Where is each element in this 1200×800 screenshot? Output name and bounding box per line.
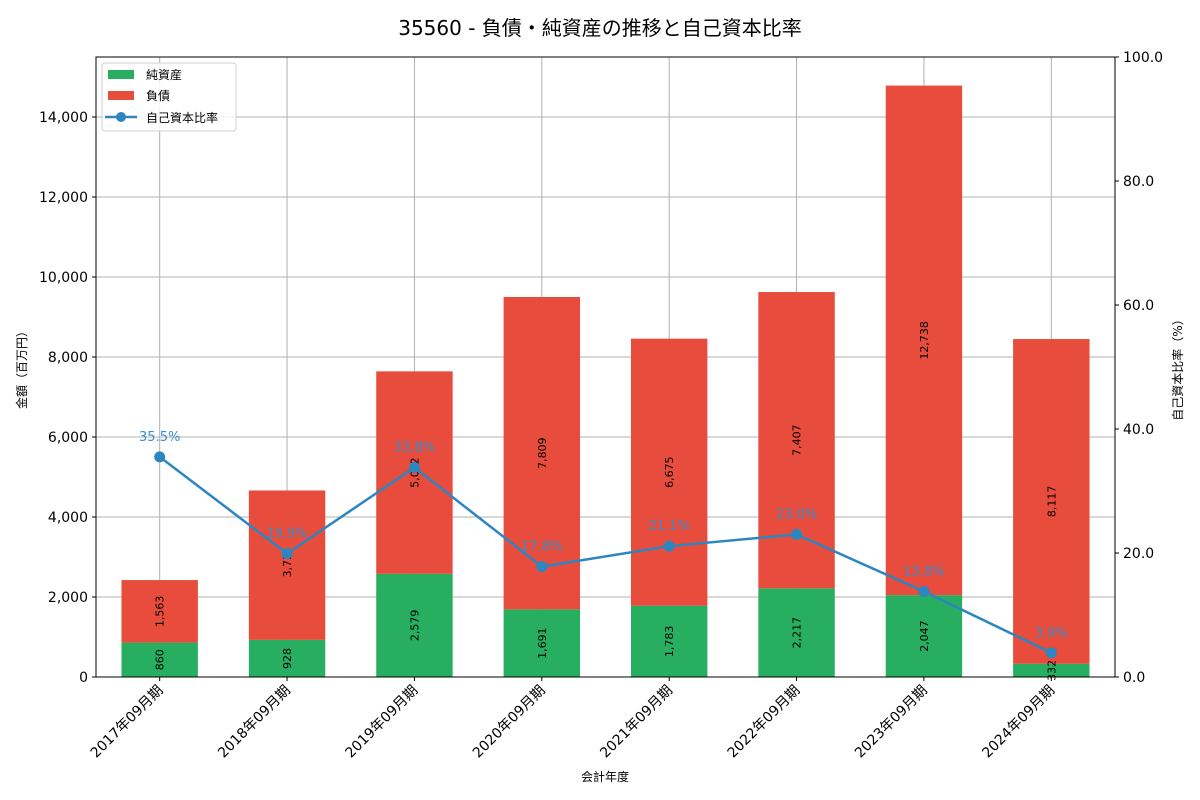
left-y-axis: 0 2,000 4,000 6,000 8,000 10,000 12,000 14,000 xyxy=(39,110,96,686)
liability-value-label: 6,675 xyxy=(663,456,676,488)
equity-value-label: 2,217 xyxy=(791,617,804,649)
y-tick-label: 6,000 xyxy=(48,430,88,446)
liability-value-label: 1,563 xyxy=(154,596,167,628)
equity-value-label: 1,691 xyxy=(536,627,549,659)
ratio-marker xyxy=(918,585,930,597)
ratio-marker xyxy=(536,561,548,573)
ratio-marker xyxy=(154,451,166,463)
bar-equity xyxy=(885,595,963,677)
x-tick-label: 2023年09月期 xyxy=(852,683,931,762)
left-y-axis-label: 金額（百万円） xyxy=(14,325,29,409)
legend-label-equity: 純資産 xyxy=(146,67,182,82)
x-tick-label: 2018年09月期 xyxy=(215,683,294,762)
x-tick-label: 2019年09月期 xyxy=(342,683,421,762)
y2-tick-label: 80.0 xyxy=(1123,174,1154,190)
ratio-marker xyxy=(281,548,293,560)
bar-liabilities xyxy=(121,580,198,643)
liability-value-label: 3,73 xyxy=(281,553,294,578)
ratio-marker xyxy=(1045,647,1057,659)
bar-series xyxy=(121,85,1090,677)
x-tick-label: 2021年09月期 xyxy=(597,683,676,762)
x-axis-label: 会計年度 xyxy=(581,769,629,784)
y2-tick-label: 40.0 xyxy=(1123,422,1154,438)
chart-title: 35560 - 負債・純資産の推移と自己資本比率 xyxy=(398,16,802,40)
equity-value-label: 860 xyxy=(154,649,167,670)
bar-equity xyxy=(1013,663,1090,677)
y-tick-label: 10,000 xyxy=(39,270,88,286)
x-tick-label: 2024年09月期 xyxy=(979,683,1058,762)
legend-marker-ratio xyxy=(116,112,126,122)
bar-liabilities xyxy=(248,490,326,640)
bar-equity xyxy=(248,639,326,677)
bar-liabilities xyxy=(630,338,708,606)
y2-tick-label: 0.0 xyxy=(1123,670,1145,686)
liability-value-label: 12,738 xyxy=(918,321,931,360)
ratio-value-label: 17.8% xyxy=(521,540,562,555)
ratio-value-label: 19.9% xyxy=(266,527,307,542)
equity-value-label: 332 xyxy=(1045,660,1058,681)
bar-liabilities xyxy=(1013,339,1090,664)
y-tick-label: 14,000 xyxy=(39,110,88,126)
right-y-axis: 0.0 20.0 40.0 60.0 80.0 100.0 xyxy=(1115,50,1163,686)
x-tick-label: 2020年09月期 xyxy=(470,683,549,762)
y-tick-label: 0 xyxy=(79,670,88,686)
ratio-marker xyxy=(791,528,803,540)
ratio-marker xyxy=(408,461,420,473)
liability-value-label: 8,117 xyxy=(1045,486,1058,518)
legend-label-liabilities: 負債 xyxy=(146,88,170,103)
legend-label-ratio: 自己資本比率 xyxy=(146,110,218,125)
bar-equity xyxy=(503,609,581,677)
bar-liabilities xyxy=(885,85,963,596)
ratio-value-label: 21.1% xyxy=(649,519,690,534)
y-tick-label: 2,000 xyxy=(48,590,88,606)
bar-equity xyxy=(758,588,835,677)
equity-value-label: 2,047 xyxy=(918,620,931,652)
ratio-value-label: 35.5% xyxy=(139,430,180,445)
bar-equity xyxy=(121,642,198,677)
x-axis: 2017年09月期 2018年09月期 2019年09月期 2020年09月期 2021… xyxy=(88,677,1058,761)
ratio-value-label: 3.9% xyxy=(1035,626,1068,641)
x-tick-label: 2017年09月期 xyxy=(88,683,167,762)
y-tick-label: 8,000 xyxy=(48,350,88,366)
bar-equity xyxy=(630,605,708,677)
y2-tick-label: 60.0 xyxy=(1123,298,1154,314)
ratio-value-label: 23.0% xyxy=(776,507,817,522)
equity-value-label: 928 xyxy=(281,648,294,669)
bar-liabilities xyxy=(503,297,581,610)
ratio-value-label: 13.8% xyxy=(903,564,944,579)
legend-swatch-equity xyxy=(108,70,134,79)
equity-value-label: 1,783 xyxy=(663,626,676,658)
plot-frame xyxy=(95,56,1116,678)
right-y-axis-label: 自己資本比率（%） xyxy=(1170,313,1185,420)
ratio-marker xyxy=(663,540,675,552)
ratio-value-label: 33.8% xyxy=(394,440,435,455)
x-tick-label: 2022年09月期 xyxy=(725,683,804,762)
y-tick-label: 12,000 xyxy=(39,190,88,206)
y-tick-label: 4,000 xyxy=(48,510,88,526)
equity-value-label: 2,579 xyxy=(408,610,421,642)
y2-tick-label: 20.0 xyxy=(1123,546,1154,562)
y2-tick-label: 100.0 xyxy=(1123,50,1163,66)
liability-value-label: 7,809 xyxy=(536,437,549,469)
ratio-line-series: 35.5% 19.9% 33.8% 17.8% 21.1% 23.0% 13.8% 3.9% xyxy=(139,430,1068,659)
legend-swatch-liabilities xyxy=(108,91,134,100)
liability-value-label: 7,407 xyxy=(791,424,804,456)
bar-equity xyxy=(376,573,453,677)
